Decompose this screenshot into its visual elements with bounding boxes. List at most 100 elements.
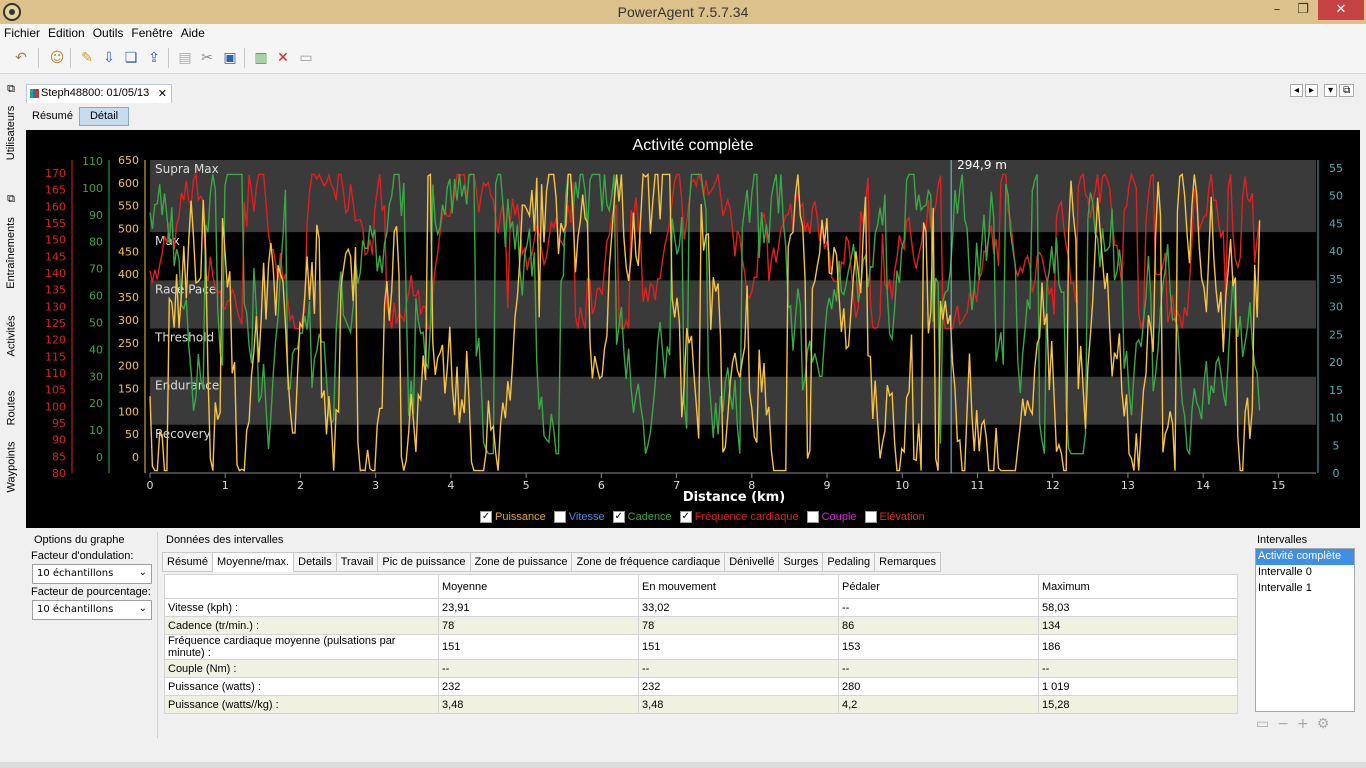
user-icon[interactable]: ☺: [49, 50, 65, 66]
tab-pedaling[interactable]: Pedaling: [823, 552, 876, 572]
y-tick-label: 20: [89, 397, 103, 410]
close-button[interactable]: ✕: [1318, 0, 1364, 20]
y-tick-label: 400: [118, 268, 139, 281]
import-icon[interactable]: ⇩: [103, 50, 115, 66]
tab-zone-frequence[interactable]: Zone de fréquence cardiaque: [572, 552, 726, 572]
undo-icon[interactable]: ↶: [15, 50, 27, 66]
restore-icon[interactable]: ⧉: [7, 192, 15, 205]
copy-icon[interactable]: ❏: [124, 50, 138, 66]
zone-label: Endurance: [155, 379, 219, 393]
restore-icon[interactable]: ⧉: [7, 82, 15, 95]
y-tick-label: 45: [1329, 217, 1343, 230]
menu-outils[interactable]: Outils: [92, 26, 124, 40]
y-tick-label: 125: [45, 317, 66, 330]
x-axis-label: Distance (km): [683, 490, 785, 505]
list-item[interactable]: Activité complète: [1256, 549, 1354, 565]
activity-icon: [30, 89, 39, 98]
zone-band: [150, 280, 1316, 329]
delete-icon[interactable]: ✕: [277, 50, 289, 66]
x-tick-label: 5: [523, 479, 530, 492]
y-tick-label: 90: [52, 434, 66, 447]
tab-resume[interactable]: Résumé: [162, 552, 213, 572]
checkbox-icon[interactable]: [806, 511, 819, 523]
edit-icon[interactable]: ▭: [1256, 716, 1270, 732]
document-tab[interactable]: Steph48800: 01/05/13 ✕: [26, 84, 172, 103]
checkbox-icon[interactable]: [553, 511, 566, 523]
chart-icon[interactable]: ▥: [254, 50, 268, 66]
checkbox-icon[interactable]: [864, 511, 877, 523]
brush-icon[interactable]: ✎: [81, 50, 93, 66]
menu-aide[interactable]: Aide: [180, 26, 205, 40]
tab-resume[interactable]: Résumé: [32, 110, 73, 122]
app-icon: [3, 3, 21, 21]
scissors-icon[interactable]: ✂: [201, 50, 213, 66]
sidebar-waypoints[interactable]: Waypoints: [5, 441, 18, 493]
gear-icon[interactable]: ⚙: [1316, 716, 1330, 732]
sidebar-activites[interactable]: Activités: [5, 315, 17, 357]
minimize-button[interactable]: –: [1273, 2, 1281, 17]
table-row[interactable]: Cadence (tr/min.) :78 78 86 134: [164, 616, 1238, 635]
menu-fenetre[interactable]: Fenêtre: [131, 26, 173, 40]
x-tick-label: 1: [222, 479, 229, 492]
legend-frequence[interactable]: ✓ Fréquence cardiaque: [679, 511, 799, 523]
legend-elevation[interactable]: Elévation: [864, 511, 925, 523]
zone-band: [150, 424, 1316, 473]
chart-area[interactable]: Activité complète Supra Max Max Race Pace Th…: [26, 130, 1360, 528]
y-tick-label: 80: [52, 467, 66, 480]
checkbox-icon[interactable]: ✓: [480, 511, 492, 523]
legend-cadence[interactable]: ✓ Cadence: [612, 511, 672, 523]
tab-remarques[interactable]: Remarques: [875, 552, 941, 572]
y-tick-label: 160: [45, 200, 66, 213]
x-tick-label: 13: [1121, 479, 1135, 492]
minus-icon[interactable]: −: [1277, 716, 1289, 732]
y-tick-label: 60: [89, 290, 103, 303]
tab-travail[interactable]: Travail: [336, 552, 379, 572]
menu-edition[interactable]: Edition: [48, 26, 85, 40]
table-row[interactable]: Puissance (watts//kg) :3,48 3,48 4,2 15,28: [164, 695, 1238, 714]
percent-select[interactable]: 10 échantillons ⌄: [32, 600, 152, 620]
y-tick-label: 85: [52, 450, 66, 463]
tab-details[interactable]: Details: [294, 552, 337, 572]
y-tick-label: 130: [45, 300, 66, 313]
tab-menu-icon[interactable]: ▾: [1324, 84, 1338, 97]
sidebar-routes[interactable]: Routes: [5, 390, 18, 426]
close-tab-icon[interactable]: ✕: [157, 88, 167, 100]
legend-couple[interactable]: Couple: [806, 511, 857, 523]
tab-prev-icon[interactable]: ◂: [1290, 84, 1304, 97]
export-icon[interactable]: ⇪: [148, 50, 160, 66]
tab-denivelle[interactable]: Dénivellé: [725, 552, 780, 572]
smoothing-select[interactable]: 10 échantillons ⌄: [32, 564, 152, 584]
maximize-icon[interactable]: ❐: [1297, 2, 1309, 17]
legend-puissance[interactable]: ✓ Puissance: [480, 511, 546, 523]
sidebar-entrainements[interactable]: Entraînements: [5, 217, 18, 289]
document-icon[interactable]: ▤: [178, 50, 192, 66]
list-item[interactable]: Intervalle 1: [1258, 582, 1312, 594]
checkbox-icon[interactable]: ✓: [612, 511, 625, 523]
tab-surges[interactable]: Surges: [779, 552, 824, 572]
tab-pic-puissance[interactable]: Pic de puissance: [378, 552, 471, 572]
x-tick-label: 9: [824, 479, 831, 492]
y-tick-label: 0: [1333, 467, 1340, 480]
tab-next-icon[interactable]: ▸: [1305, 84, 1319, 97]
restore-icon[interactable]: ⧉: [1339, 84, 1355, 97]
table-row[interactable]: Fréquence cardiaque moyenne (pulsations …: [164, 634, 1238, 660]
plus-icon[interactable]: +: [1296, 716, 1309, 732]
y-tick-label: 40: [89, 343, 103, 356]
table-row[interactable]: Puissance (watts) :232 232 280 1 019: [164, 677, 1238, 696]
y-tick-label: 500: [118, 223, 139, 236]
tab-moyenne-max[interactable]: Moyenne/max.: [212, 552, 295, 572]
list-item[interactable]: Intervalle 0: [1258, 566, 1312, 578]
tab-zone-puissance[interactable]: Zone de puissance: [470, 552, 573, 572]
menu-fichier[interactable]: Fichier: [4, 26, 41, 40]
table-row[interactable]: Vitesse (kph) :23,91 33,02 -- 58,03: [164, 598, 1238, 617]
screen-icon[interactable]: ▭: [299, 50, 313, 66]
tab-detail[interactable]: Détail: [78, 107, 130, 126]
legend-vitesse[interactable]: Vitesse: [553, 511, 605, 523]
y-tick-label: 30: [1329, 301, 1343, 314]
sidebar-utilisateurs[interactable]: Utilisateurs: [5, 105, 17, 161]
x-tick-label: 7: [673, 479, 680, 492]
checkbox-icon[interactable]: ✓: [679, 511, 692, 523]
table-row[interactable]: Couple (Nm) : -- -- -- --: [164, 659, 1238, 678]
save-icon[interactable]: ▣: [223, 50, 237, 66]
